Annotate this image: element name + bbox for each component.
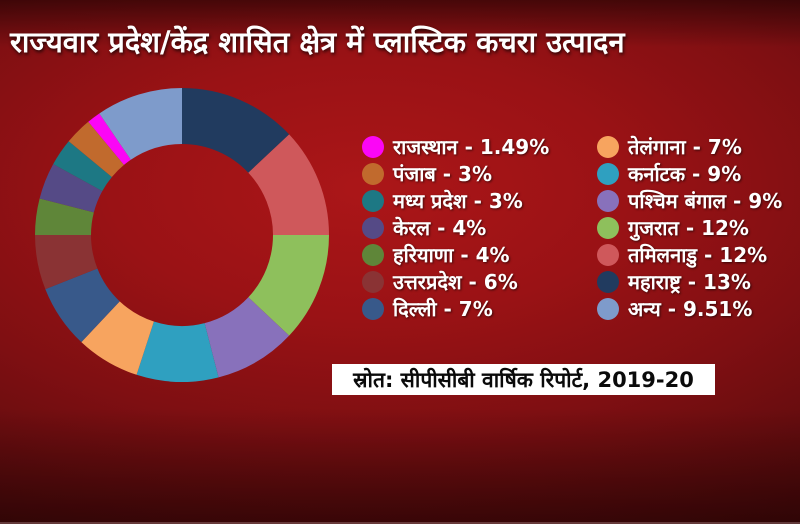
legend-column-1: राजस्थान - 1.49% पंजाब - 3% मध्य प्रदेश - … [362,133,575,322]
legend-label: राजस्थान - 1.49% [393,135,550,159]
legend-label: पंजाब - 3% [393,162,492,186]
legend-item: कर्नाटक - 9% [597,160,782,187]
legend-swatch [597,189,619,212]
donut-segment [35,235,98,290]
legend-item: मध्य प्रदेश - 3% [362,187,575,214]
donut-segment [182,88,290,173]
legend-swatch [597,162,619,185]
legend-swatch [597,135,619,158]
legend-label: केरल - 4% [393,216,487,240]
legend-item: हरियाणा - 4% [362,241,575,268]
legend-item: पश्चिम बंगाल - 9% [597,187,782,214]
legend-swatch [362,189,384,212]
donut-chart [35,88,329,382]
legend-swatch [362,162,384,185]
legend-swatch [597,243,619,266]
legend-label: दिल्ली - 7% [393,297,493,321]
donut-segment [248,134,329,235]
legend-item: गुजरात - 12% [597,214,782,241]
legend-swatch [597,216,619,239]
legend-label: अन्य - 9.51% [628,297,753,321]
legend-label: महाराष्ट्र - 13% [628,270,751,294]
legend-swatch [362,243,384,266]
donut-segment [204,297,290,378]
legend-swatch [597,297,619,320]
legend-label: उत्तरप्रदेश - 6% [393,270,518,294]
legend-column-2: तेलंगाना - 7% कर्नाटक - 9% पश्चिम बंगाल - … [597,133,782,322]
legend-label: पश्चिम बंगाल - 9% [628,189,783,213]
legend-swatch [597,270,619,293]
legend-item: पंजाब - 3% [362,160,575,187]
source-box: स्रोत: सीपीसीबी वार्षिक रिपोर्ट, 2019-20 [332,364,715,395]
legend-label: मध्य प्रदेश - 3% [393,189,523,213]
legend-item: तेलंगाना - 7% [597,133,782,160]
legend-label: तमिलनाडु - 12% [628,243,768,267]
chart-title: राज्यवार प्रदेश/केंद्र शासित क्षेत्र में… [10,25,625,59]
legend-item: राजस्थान - 1.49% [362,133,575,160]
donut-segment [88,113,131,165]
legend-swatch [362,135,384,158]
legend-swatch [362,297,384,320]
donut-segment [45,268,120,343]
donut-segment [81,301,154,375]
legend-swatch [362,216,384,239]
legend-label: हरियाणा - 4% [393,243,510,267]
legend-item: केरल - 4% [362,214,575,241]
legend-item: अन्य - 9.51% [597,295,782,322]
source-text: स्रोत: सीपीसीबी वार्षिक रिपोर्ट, 2019-20 [353,367,694,392]
legend-swatch [362,270,384,293]
legend-item: दिल्ली - 7% [362,295,575,322]
donut-segment [99,88,182,160]
donut-segment [39,164,103,213]
legend-item: तमिलनाडु - 12% [597,241,782,268]
donut-segment [136,321,219,382]
legend-label: गुजरात - 12% [628,216,749,240]
legend-label: तेलंगाना - 7% [628,135,742,159]
legend-item: उत्तरप्रदेश - 6% [362,268,575,295]
donut-segment [53,141,112,192]
donut-segment [68,121,124,177]
donut-segment [35,198,94,235]
legend-item: महाराष्ट्र - 13% [597,268,782,295]
donut-segment [248,235,329,336]
legend-label: कर्नाटक - 9% [628,162,742,186]
chart-legend: राजस्थान - 1.49% पंजाब - 3% मध्य प्रदेश - … [362,133,782,322]
